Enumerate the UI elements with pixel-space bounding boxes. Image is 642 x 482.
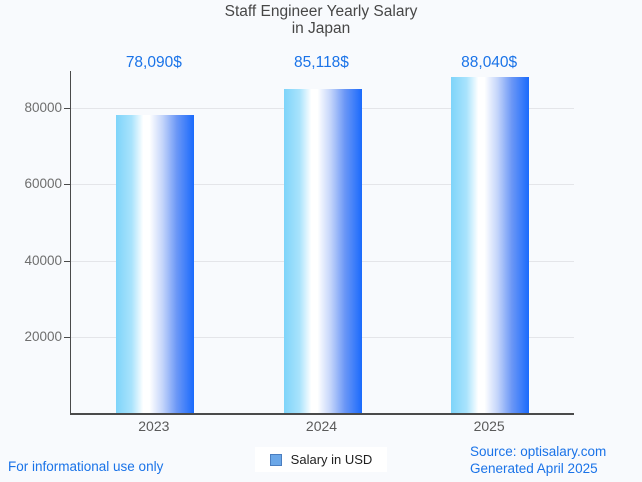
plot-area xyxy=(64,71,574,415)
bar-2024[interactable] xyxy=(283,88,362,413)
legend: Salary in USD xyxy=(0,447,642,472)
bar-2023[interactable] xyxy=(115,115,194,413)
x-tick-label-2023: 2023 xyxy=(138,418,170,434)
x-tick-label-2025: 2025 xyxy=(473,418,505,434)
generated-text: Generated April 2025 xyxy=(470,460,598,476)
value-label-2023: 78,090$ xyxy=(125,54,182,71)
y-tick-mark xyxy=(64,336,70,338)
source-credit: Source: optisalary.com Generated April 2… xyxy=(470,444,606,477)
chart-title: Staff Engineer Yearly Salary in Japan xyxy=(224,3,418,37)
y-tick-label: 20000 xyxy=(24,328,62,344)
value-label-2024: 85,118$ xyxy=(294,54,349,71)
x-tick-label-2024: 2024 xyxy=(305,418,338,434)
y-tick-label: 80000 xyxy=(24,100,62,115)
value-label-2025: 88,040$ xyxy=(461,54,518,71)
source-text: Source: optisalary.com xyxy=(470,444,607,459)
legend-marker-icon xyxy=(269,453,282,466)
bar-2025[interactable] xyxy=(451,77,530,413)
disclaimer-text: For informational use only xyxy=(8,459,164,474)
y-tick-mark xyxy=(64,108,70,109)
y-tick-label: 60000 xyxy=(24,176,62,192)
y-tick-mark xyxy=(64,260,70,262)
legend-item-salary[interactable]: Salary in USD xyxy=(254,447,388,472)
y-tick-label: 40000 xyxy=(24,252,62,268)
y-tick-mark xyxy=(64,184,70,186)
legend-label: Salary in USD xyxy=(290,452,373,467)
